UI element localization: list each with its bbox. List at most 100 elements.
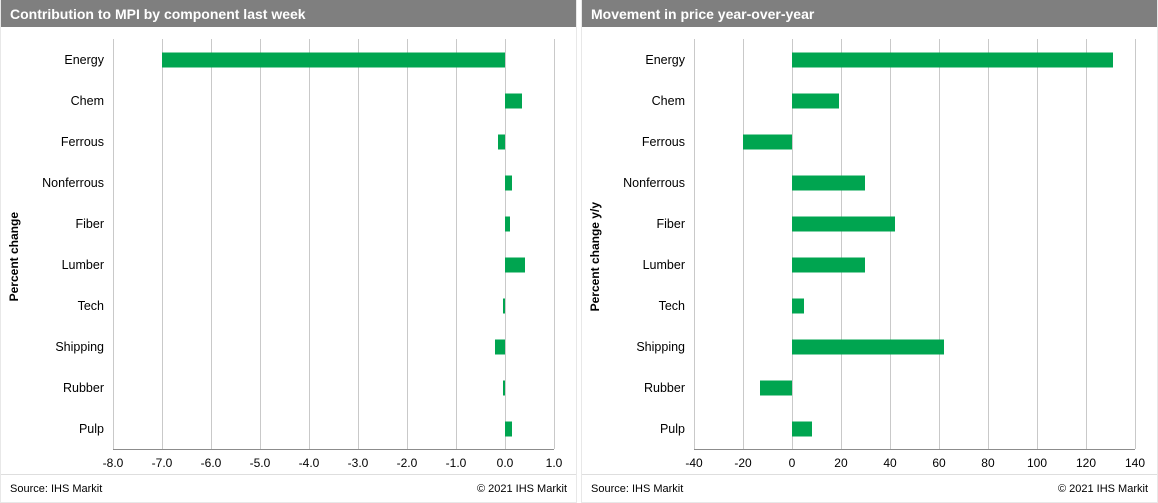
chart-title: Contribution to MPI by component last we…	[10, 5, 306, 22]
category-label-rubber: Rubber	[63, 381, 104, 396]
x-axis-spacer	[25, 450, 113, 474]
x-axis-row: -8.0 -7.0 -6.0 -5.0 -4.0 -3.0 -2.0 -1.0 0.0 1.0	[25, 450, 570, 474]
x-tick-label: 140	[1124, 456, 1146, 470]
bar-row	[694, 80, 1135, 121]
chart-main: Energy Chem Ferrous Nonferrous Fiber Lumber Te…	[25, 39, 570, 474]
y-axis-label-container: Percent change y/y	[584, 39, 606, 474]
bar-nonferrous	[792, 175, 866, 190]
bar-shipping	[792, 339, 944, 354]
chart-main: Energy Chem Ferrous Nonferrous Fiber Lumber Te…	[606, 39, 1151, 474]
bar-chem	[792, 93, 839, 108]
gridline	[211, 39, 212, 449]
x-axis-row: -40 -20 0 20 40 60 80 100 120 140	[606, 450, 1151, 474]
category-label-ferrous: Ferrous	[641, 134, 685, 149]
gridline	[456, 39, 457, 449]
bar-fiber	[505, 216, 510, 231]
x-tick-label: -3.0	[347, 456, 369, 470]
category-label-lumber: Lumber	[61, 258, 104, 273]
x-tick-label: -40	[685, 456, 703, 470]
chart-title: Movement in price year-over-year	[591, 5, 815, 22]
category-label-pulp: Pulp	[659, 422, 685, 437]
category-label-shipping: Shipping	[55, 340, 104, 355]
bar-row	[694, 408, 1135, 449]
gridline	[113, 39, 114, 449]
gridline	[259, 39, 261, 449]
category-label-chem: Chem	[651, 93, 685, 108]
bar-row	[113, 203, 554, 244]
y-axis-label-container: Percent change	[3, 39, 25, 474]
x-tick-label: 100	[1026, 456, 1048, 470]
category-label-chem: Chem	[70, 93, 104, 108]
x-tick-label: 0.0	[496, 456, 514, 470]
y-axis-label: Percent change y/y	[588, 201, 602, 312]
bar-row	[113, 162, 554, 203]
x-tick-label: 80	[981, 456, 995, 470]
bar-row	[113, 121, 554, 162]
x-tick-label: -2.0	[396, 456, 418, 470]
gridline	[406, 39, 408, 449]
x-tick-label: -6.0	[200, 456, 222, 470]
gridline	[358, 39, 359, 449]
plot-area	[113, 39, 555, 450]
x-axis: -8.0 -7.0 -6.0 -5.0 -4.0 -3.0 -2.0 -1.0 0.0 1.0	[103, 450, 563, 474]
bar-row	[694, 121, 1135, 162]
bar-lumber	[505, 257, 525, 272]
bar-rows	[113, 39, 554, 449]
bar-pulp	[792, 421, 812, 436]
zero-gridline	[505, 39, 506, 449]
category-label-energy: Energy	[64, 52, 104, 67]
bar-row	[113, 285, 554, 326]
gridline	[890, 39, 891, 449]
bar-row	[694, 162, 1135, 203]
panel-price-movement: Movement in price year-over-year Percent…	[581, 0, 1158, 503]
copyright-text: © 2021 IHS Markit	[476, 482, 567, 495]
x-tick-label: -7.0	[151, 456, 173, 470]
chart-footer: Source: IHS Markit © 2021 IHS Markit	[582, 474, 1157, 502]
category-label-pulp: Pulp	[78, 422, 104, 437]
chart-body: Percent change Energy Chem Ferrous Nonferro…	[1, 27, 576, 474]
bar-rows	[694, 39, 1135, 449]
bar-row	[694, 203, 1135, 244]
bar-row	[113, 39, 554, 80]
gridline	[554, 39, 555, 449]
panel-mpi-contribution: Contribution to MPI by component last we…	[0, 0, 577, 503]
plot-area	[694, 39, 1136, 450]
bar-chem	[505, 93, 523, 108]
zero-gridline	[792, 39, 793, 449]
category-label-nonferrous: Nonferrous	[42, 175, 104, 190]
x-axis: -40 -20 0 20 40 60 80 100 120 140	[685, 450, 1145, 474]
gridline	[162, 39, 163, 449]
bar-rubber	[760, 380, 792, 395]
bar-row	[113, 80, 554, 121]
source-text: Source: IHS Markit	[10, 482, 103, 495]
bar-tech	[502, 298, 505, 313]
y-axis-label: Percent change	[7, 211, 21, 302]
category-labels: Energy Chem Ferrous Nonferrous Fiber Lumber Te…	[25, 39, 113, 450]
x-tick-label: 1.0	[545, 456, 563, 470]
chart-body: Percent change y/y Energy Chem Ferrous Nonf…	[582, 27, 1157, 474]
bar-energy	[162, 52, 505, 67]
gridline	[694, 39, 695, 449]
chart-title-bar: Contribution to MPI by component last we…	[1, 0, 576, 27]
gridline	[309, 39, 310, 449]
bar-row	[113, 408, 554, 449]
x-tick-label: -1.0	[445, 456, 467, 470]
bar-ferrous	[743, 134, 792, 149]
x-tick-label: -4.0	[298, 456, 320, 470]
bar-row	[113, 244, 554, 285]
bar-energy	[792, 52, 1113, 67]
x-tick-label: 60	[932, 456, 946, 470]
x-axis-spacer	[606, 450, 694, 474]
category-label-lumber: Lumber	[642, 258, 685, 273]
gridline	[1037, 39, 1038, 449]
bar-tech	[792, 298, 805, 313]
category-label-tech: Tech	[77, 299, 104, 314]
category-label-energy: Energy	[645, 52, 685, 67]
category-label-fiber: Fiber	[75, 216, 104, 231]
bar-row	[694, 39, 1135, 80]
x-tick-label: 20	[834, 456, 848, 470]
bar-fiber	[792, 216, 895, 231]
category-label-shipping: Shipping	[636, 340, 685, 355]
category-label-nonferrous: Nonferrous	[623, 175, 685, 190]
